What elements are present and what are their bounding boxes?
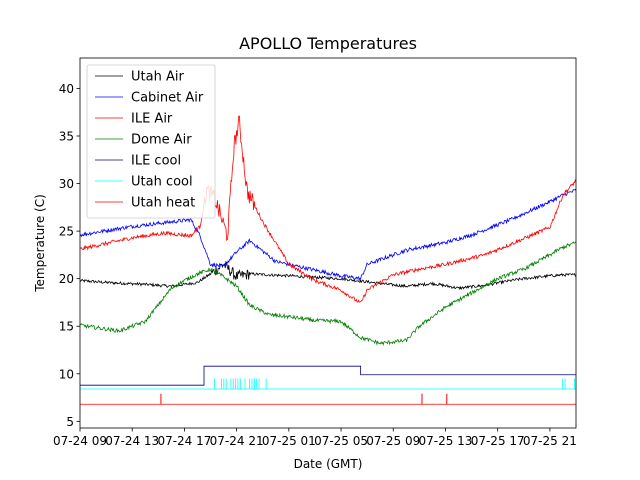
- series-dome-air: [80, 241, 576, 346]
- series-layer: [80, 115, 576, 405]
- legend-label-utah-heat: Utah heat: [131, 196, 195, 211]
- x-tick-label: 07-24 21: [210, 434, 264, 448]
- x-tick-label: 07-24 13: [105, 434, 159, 448]
- series-line-dome-air: [80, 241, 576, 346]
- x-tick-label: 07-25 05: [314, 434, 368, 448]
- legend: Utah Air Cabinet Air ILE Air Dome Air ILE co…: [86, 64, 216, 219]
- legend-frame: [86, 64, 216, 219]
- x-axis-label: Date (GMT): [294, 457, 363, 471]
- y-axis: 5 10 15 20 25 30 35 40: [59, 82, 80, 429]
- y-tick-label: 25: [59, 225, 74, 239]
- x-tick-label: 07-25 01: [262, 434, 316, 448]
- legend-label-ile-cool: ILE cool: [131, 154, 181, 169]
- x-tick-label: 07-24 09: [53, 434, 107, 448]
- x-tick-label: 07-25 17: [471, 434, 525, 448]
- series-line-ile-cool: [80, 365, 576, 386]
- series-line-cabinet-air: [80, 188, 576, 282]
- y-tick-label: 30: [59, 177, 74, 191]
- x-tick-label: 07-25 21: [523, 434, 577, 448]
- series-ile-air: [80, 115, 576, 303]
- y-tick-label: 15: [59, 320, 74, 334]
- y-tick-label: 40: [59, 82, 74, 96]
- series-utah-heat: [80, 393, 576, 405]
- series-line-ile-air: [80, 115, 576, 303]
- x-tick-label: 07-25 13: [418, 434, 472, 448]
- y-axis-label: Temperature (C): [33, 194, 47, 293]
- legend-label-utah-cool: Utah cool: [131, 175, 193, 190]
- series-line-utah-air: [80, 260, 576, 291]
- y-tick-label: 20: [59, 272, 74, 286]
- x-tick-label: 07-25 09: [366, 434, 420, 448]
- chart-title: APOLLO Temperatures: [239, 34, 417, 53]
- legend-label-dome-air: Dome Air: [131, 133, 192, 148]
- plot-frame: [79, 57, 577, 429]
- series-cabinet-air: [80, 188, 576, 282]
- series-ile-cool: [80, 365, 576, 386]
- y-tick-label: 10: [59, 367, 74, 381]
- series-utah-air: [80, 260, 576, 291]
- series-utah-cool: [80, 378, 576, 390]
- legend-label-ile-air: ILE Air: [131, 112, 173, 127]
- legend-label-utah-air: Utah Air: [131, 70, 184, 85]
- x-tick-label: 07-24 17: [157, 434, 211, 448]
- y-tick-label: 35: [59, 129, 74, 143]
- y-tick-label: 5: [66, 415, 74, 429]
- legend-label-cabinet-air: Cabinet Air: [131, 91, 204, 106]
